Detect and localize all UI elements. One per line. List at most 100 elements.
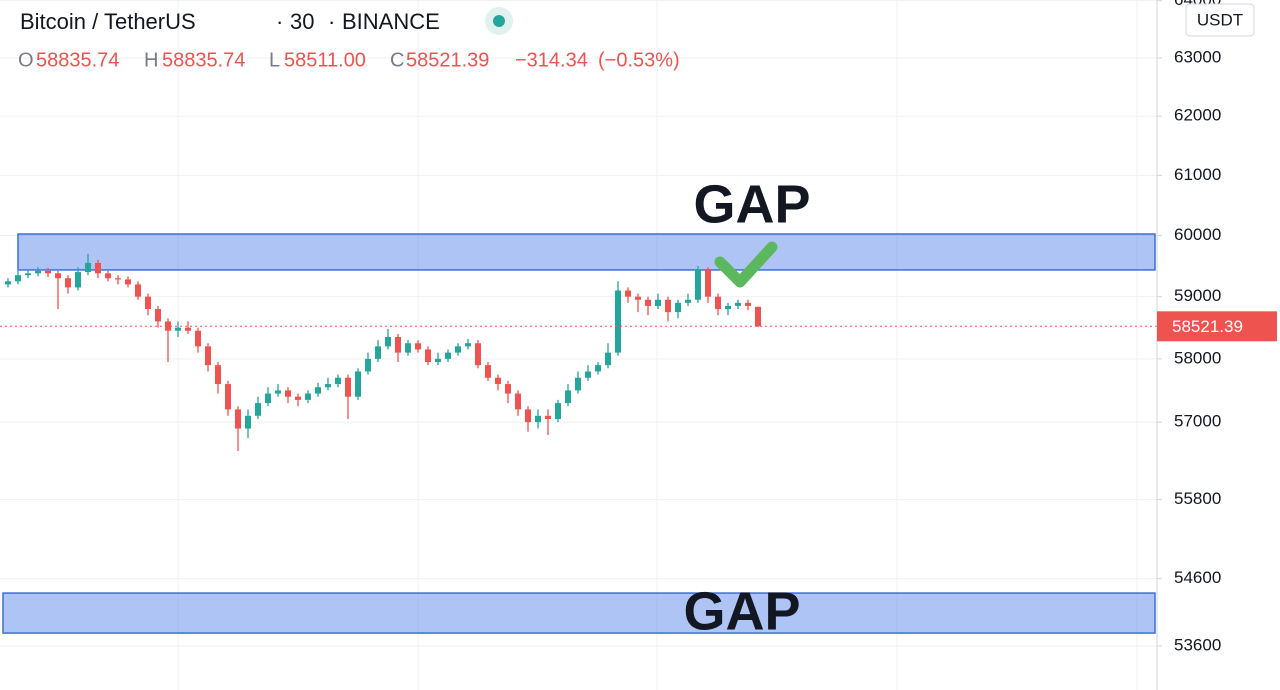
- ohlc-value: 58521.39: [406, 49, 489, 71]
- candle-body: [345, 377, 351, 397]
- last-price-tag: [1157, 311, 1277, 342]
- candle-body: [635, 296, 641, 300]
- candle-body: [365, 358, 371, 372]
- zones: GAP GAP: [2, 174, 1156, 641]
- candle-body: [575, 377, 581, 391]
- candle-body: [565, 390, 571, 404]
- candle-body: [155, 309, 161, 322]
- ohlc-letter: C: [390, 49, 404, 71]
- candle-body: [445, 352, 451, 359]
- candle-body: [665, 299, 671, 313]
- candle-body: [515, 393, 521, 410]
- candle-body: [545, 415, 551, 419]
- y-tick-label: 61000: [1174, 165, 1221, 184]
- candle-body: [595, 365, 601, 372]
- candle-body: [755, 306, 761, 327]
- candle-body: [425, 349, 431, 363]
- interval: 30: [290, 9, 314, 34]
- candle-body: [25, 273, 31, 276]
- candle-body: [385, 336, 391, 347]
- change: −314.34: [515, 49, 588, 71]
- candle-body: [535, 415, 541, 423]
- candle-body: [195, 330, 201, 347]
- candle-body: [495, 377, 501, 385]
- currency-box[interactable]: [1185, 3, 1255, 37]
- gap-label: GAP: [683, 581, 800, 641]
- candle-body: [745, 302, 751, 306]
- candle-body: [235, 409, 241, 429]
- candle-body: [685, 299, 691, 303]
- gap-label: GAP: [693, 174, 810, 234]
- y-tick-label: 60000: [1174, 225, 1221, 244]
- y-tick-label: 57000: [1174, 412, 1221, 431]
- ohlc-letter: O: [18, 49, 34, 71]
- checkmark: [714, 241, 778, 288]
- candle-body: [335, 377, 341, 385]
- candle-body: [355, 371, 361, 397]
- candle-body: [15, 275, 21, 282]
- gap-zone: [2, 592, 1156, 634]
- candle-body: [735, 302, 741, 306]
- candle-body: [715, 296, 721, 310]
- candle-body: [505, 384, 511, 394]
- candle-body: [455, 346, 461, 353]
- candle-body: [655, 299, 661, 306]
- ohlc-value: 58835.74: [36, 49, 119, 71]
- candle-body: [405, 343, 411, 353]
- candle-body: [85, 262, 91, 273]
- y-tick-label: 62000: [1174, 106, 1221, 125]
- change-pct: (−0.53%): [598, 49, 680, 71]
- candle-body: [265, 393, 271, 404]
- candle-body: [705, 269, 711, 297]
- candle-body: [325, 384, 331, 388]
- candle-body: [185, 327, 191, 331]
- candle-body: [525, 409, 531, 423]
- candle-body: [145, 296, 151, 310]
- candle-body: [75, 272, 81, 288]
- candle-body: [415, 343, 421, 350]
- ohlc-letter: L: [269, 49, 280, 71]
- candle-body: [95, 262, 101, 274]
- candle-body: [105, 273, 111, 279]
- candle-body: [555, 403, 561, 419]
- time-grid: [177, 0, 1138, 690]
- candle-body: [45, 270, 51, 274]
- candle-body: [245, 415, 251, 429]
- candle-body: [35, 270, 41, 274]
- currency[interactable]: USDT: [1197, 10, 1243, 29]
- ohlc-letter: H: [144, 49, 158, 71]
- y-tick-label: 54600: [1174, 568, 1221, 587]
- candle-body: [485, 365, 491, 378]
- y-tick-label: 53600: [1174, 635, 1221, 654]
- y-tick-label: 58000: [1174, 348, 1221, 367]
- ohlc-value: 58835.74: [162, 49, 245, 71]
- candle-body: [435, 358, 441, 363]
- candle-body: [645, 299, 651, 306]
- symbol: Bitcoin / TetherUS: [20, 9, 196, 34]
- candle-body: [165, 321, 171, 331]
- status-dot: [493, 15, 505, 27]
- candle-body: [285, 390, 291, 397]
- candle-body: [275, 390, 281, 394]
- candle-body: [205, 346, 211, 366]
- candle-body: [65, 278, 71, 288]
- last-price-label: 58521.39: [1172, 317, 1243, 336]
- candle-body: [295, 396, 301, 400]
- candle-body: [135, 284, 141, 297]
- candle-body: [175, 327, 181, 331]
- y-tick-label: 59000: [1174, 286, 1221, 305]
- candle-body: [465, 343, 471, 347]
- currency-button[interactable]: USDT: [1185, 3, 1255, 37]
- separator: ·: [328, 9, 335, 34]
- exchange: BINANCE: [342, 9, 440, 34]
- candle-body: [725, 305, 731, 310]
- candle-body: [395, 336, 401, 353]
- candle-body: [695, 269, 701, 300]
- price-axis: 6400063000620006100060000590005800057000…: [1157, 0, 1277, 654]
- candle-body: [315, 387, 321, 394]
- candle-body: [625, 290, 631, 297]
- gap-zone: [17, 233, 1156, 271]
- candle-body: [5, 281, 11, 285]
- candles: [0, 253, 1157, 452]
